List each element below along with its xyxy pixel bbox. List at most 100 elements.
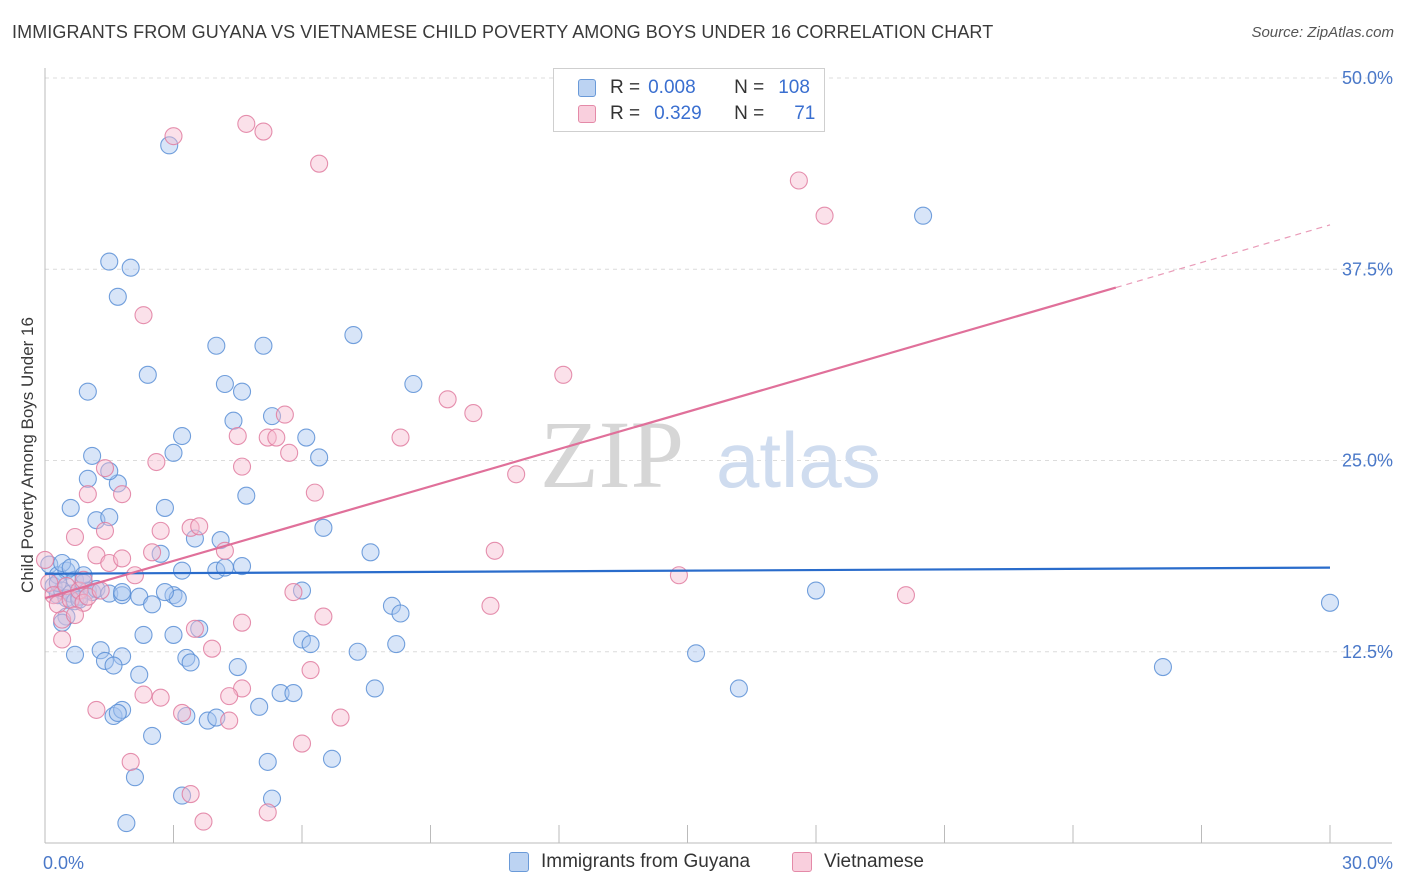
legend-n-label: N = <box>734 77 765 98</box>
point-vietnamese <box>134 306 153 325</box>
point-guyana <box>365 679 384 698</box>
point-guyana <box>113 583 132 602</box>
point-guyana <box>108 474 127 493</box>
point-guyana <box>314 518 333 537</box>
point-guyana <box>190 619 209 638</box>
x-tick-label: 0.0% <box>43 853 84 873</box>
point-guyana <box>1153 657 1172 677</box>
point-guyana <box>806 581 826 600</box>
point-guyana <box>301 635 320 654</box>
point-guyana <box>108 703 127 723</box>
point-guyana <box>361 543 380 562</box>
axes <box>44 68 1392 844</box>
point-vietnamese <box>280 443 299 462</box>
legend-n-value: 71 <box>794 103 816 124</box>
point-vietnamese <box>789 171 808 190</box>
point-vietnamese <box>554 365 573 384</box>
point-guyana <box>138 365 157 384</box>
point-guyana <box>173 561 192 580</box>
point-vietnamese <box>220 687 239 706</box>
point-guyana <box>271 684 290 703</box>
point-guyana <box>143 595 162 614</box>
point-guyana <box>160 136 179 155</box>
point-vietnamese <box>87 700 106 719</box>
point-guyana <box>310 448 329 467</box>
point-guyana <box>164 625 183 644</box>
point-vietnamese <box>305 483 324 502</box>
chart-title: IMMIGRANTS FROM GUYANA VS VIETNAMESE CHI… <box>12 22 994 42</box>
point-vietnamese <box>35 550 55 570</box>
point-vietnamese <box>181 784 200 804</box>
legend-r-value: 0.008 <box>648 77 696 98</box>
point-guyana <box>65 645 85 664</box>
point-guyana <box>181 653 200 672</box>
point-vietnamese <box>228 426 247 446</box>
point-vietnamese <box>232 457 252 476</box>
point-vietnamese <box>147 452 166 472</box>
point-vietnamese <box>237 114 256 133</box>
series-swatch-blue <box>509 852 529 872</box>
point-guyana <box>1320 593 1340 612</box>
point-vietnamese <box>173 703 192 723</box>
point-guyana <box>207 336 226 355</box>
point-vietnamese <box>464 404 483 423</box>
point-guyana <box>292 630 312 649</box>
point-guyana <box>232 382 252 401</box>
data-points <box>35 114 1340 833</box>
point-guyana <box>164 443 183 462</box>
point-vietnamese <box>194 812 213 831</box>
series-legend-vietnamese: Vietnamese <box>792 851 924 873</box>
series-swatch-pink <box>792 852 812 872</box>
point-vietnamese <box>78 485 97 504</box>
point-guyana <box>173 426 192 446</box>
point-guyana <box>130 665 149 684</box>
point-vietnamese <box>164 127 183 146</box>
point-vietnamese <box>275 405 294 424</box>
point-guyana <box>211 531 230 550</box>
point-guyana <box>348 642 367 661</box>
point-guyana <box>155 498 174 517</box>
point-guyana <box>228 657 247 677</box>
point-guyana <box>297 428 316 447</box>
series-legend: Immigrants from Guyana Vietnamese <box>0 851 1406 879</box>
legend-r-label: R = <box>610 77 641 98</box>
point-vietnamese <box>267 428 286 447</box>
trend-line-vietnamese-extension <box>1115 224 1331 289</box>
point-guyana <box>78 382 97 401</box>
point-vietnamese <box>95 459 115 478</box>
point-guyana <box>61 498 80 517</box>
point-guyana <box>262 789 282 808</box>
point-vietnamese <box>669 566 688 585</box>
point-guyana <box>121 258 140 277</box>
point-guyana <box>284 684 303 703</box>
point-vietnamese <box>438 390 457 409</box>
point-vietnamese <box>896 586 916 605</box>
legend-row-guyana: R = 0.008 N = 108 <box>578 75 810 101</box>
point-guyana <box>91 641 110 660</box>
point-vietnamese <box>284 583 303 602</box>
point-guyana <box>53 553 72 573</box>
point-guyana <box>391 604 410 623</box>
y-axis-label: Child Poverty Among Boys Under 16 <box>18 317 37 593</box>
point-vietnamese <box>232 613 252 632</box>
point-vietnamese <box>815 206 834 225</box>
legend-swatch-blue <box>578 79 596 97</box>
point-vietnamese <box>113 485 132 504</box>
point-guyana <box>100 252 119 271</box>
trend-line-vietnamese <box>44 286 1117 600</box>
point-guyana <box>387 635 406 654</box>
point-guyana <box>237 486 256 505</box>
correlation-legend: R = 0.008 N = 108 R = 0.329 N = 71 <box>553 68 825 132</box>
point-guyana <box>322 749 342 768</box>
y-tick-label: 37.5% <box>1342 259 1393 279</box>
x-tick-label: 30.0% <box>1342 853 1393 873</box>
point-guyana <box>914 206 933 225</box>
point-guyana <box>108 287 127 306</box>
point-guyana <box>100 508 119 527</box>
point-guyana <box>232 557 252 576</box>
point-vietnamese <box>134 685 153 704</box>
point-vietnamese <box>53 630 72 649</box>
point-vietnamese <box>485 541 504 560</box>
point-vietnamese <box>254 122 273 141</box>
